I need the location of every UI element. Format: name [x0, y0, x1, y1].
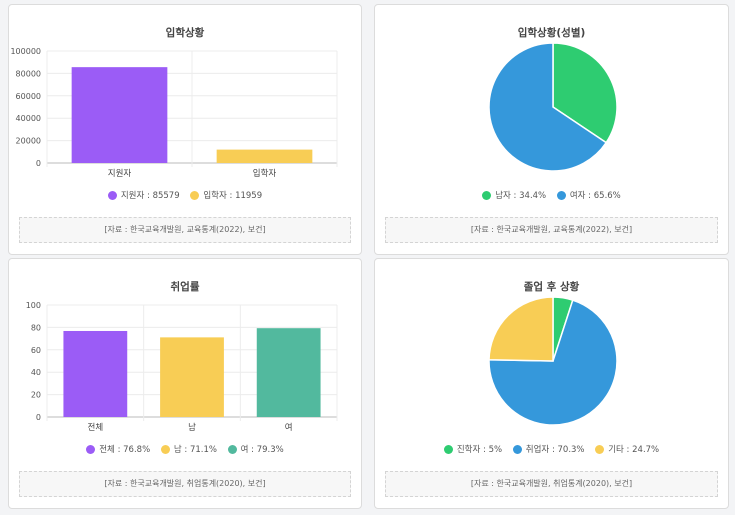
y-tick-label: 100000 — [10, 47, 41, 56]
chart-title: 취업률 — [170, 281, 200, 293]
x-tick-label: 여 — [285, 422, 293, 433]
chart-card-admission: 입학상황 0 20000 40000 60000 80000 100000 지원자 입학자 지… — [8, 4, 362, 255]
legend-item-employed[interactable]: 취업자 : 70.3% — [512, 443, 585, 455]
legend-swatch — [556, 190, 566, 200]
source-note: [자료 : 한국교육개발원, 취업통계(2020), 보건] — [19, 471, 351, 497]
bar-0[interactable] — [63, 330, 128, 417]
source-note: [자료 : 한국교육개발원, 취업통계(2020), 보건] — [385, 471, 718, 497]
pie-chart-after-graduation — [488, 296, 618, 426]
legend: 지원자 : 85579 입학자 : 11959 — [9, 189, 361, 201]
bar-0[interactable] — [71, 67, 168, 163]
chart-card-employment: 취업률 0 20 40 60 80 100 전체 남 여 전체 : 76.8% 남 : 71.1… — [8, 258, 362, 509]
pie-slice-0[interactable] — [552, 42, 618, 144]
x-tick-label: 남 — [188, 423, 196, 433]
bar-chart-admission: 0 20000 40000 60000 80000 100000 지원자 입학자 — [10, 47, 338, 179]
y-tick-label: 0 — [36, 159, 41, 168]
y-tick-label: 80000 — [16, 69, 41, 78]
legend-swatch — [160, 444, 170, 454]
legend-item-further-study[interactable]: 진학자 : 5% — [443, 443, 502, 455]
legend-item-applicants[interactable]: 지원자 : 85579 — [107, 189, 180, 201]
legend-swatch — [227, 444, 237, 454]
pie-slice-1[interactable] — [488, 42, 608, 172]
legend-swatch — [512, 444, 522, 454]
legend: 남자 : 34.4% 여자 : 65.6% — [375, 189, 728, 201]
legend-swatch — [482, 190, 492, 200]
chart-title: 입학상황 — [165, 27, 205, 39]
legend-item-admitted[interactable]: 입학자 : 11959 — [190, 189, 262, 201]
x-tick-label: 지원자 — [108, 169, 132, 179]
y-tick-label: 20 — [31, 391, 41, 400]
chart-title: 졸업 후 상황 — [523, 281, 580, 293]
legend-swatch — [190, 190, 200, 200]
legend-item-other[interactable]: 기타 : 24.7% — [595, 443, 659, 455]
legend-swatch — [86, 444, 96, 454]
bar-1[interactable] — [216, 149, 313, 163]
legend: 진학자 : 5% 취업자 : 70.3% 기타 : 24.7% — [375, 443, 728, 455]
y-tick-label: 0 — [36, 413, 41, 422]
legend-swatch — [443, 444, 453, 454]
chart-title: 입학상황(성별) — [517, 27, 586, 39]
source-note: [자료 : 한국교육개발원, 교육통계(2022), 보건] — [19, 217, 351, 243]
legend: 전체 : 76.8% 남 : 71.1% 여 : 79.3% — [9, 443, 361, 455]
legend-item-female[interactable]: 여자 : 65.6% — [556, 189, 621, 201]
legend-item-male[interactable]: 남 : 71.1% — [160, 443, 217, 455]
chart-card-after-graduation: 졸업 후 상황 진학자 : 5% 취업자 : 70.3% 기타 : 24.7% … — [374, 258, 729, 509]
y-tick-label: 40000 — [16, 114, 41, 123]
bar-1[interactable] — [160, 337, 224, 417]
x-tick-label: 입학자 — [253, 168, 277, 179]
pie-slice-2[interactable] — [488, 296, 554, 362]
source-note: [자료 : 한국교육개발원, 교육통계(2022), 보건] — [385, 217, 718, 243]
x-tick-label: 전체 — [88, 422, 104, 433]
legend-item-male[interactable]: 남자 : 34.4% — [482, 189, 546, 201]
y-tick-label: 60 — [31, 346, 41, 355]
y-tick-label: 60000 — [16, 92, 41, 101]
pie-chart-gender — [488, 42, 618, 172]
y-tick-label: 80 — [31, 323, 41, 332]
y-tick-label: 100 — [26, 301, 41, 310]
legend-swatch — [107, 190, 117, 200]
legend-item-total[interactable]: 전체 : 76.8% — [86, 443, 150, 455]
legend-item-female[interactable]: 여 : 79.3% — [227, 443, 284, 455]
chart-card-admission-gender: 입학상황(성별) 남자 : 34.4% 여자 : 65.6% [자료 : 한국교… — [374, 4, 729, 255]
pie-slice-1[interactable] — [488, 299, 618, 426]
y-tick-label: 20000 — [16, 137, 41, 146]
bar-chart-employment: 0 20 40 60 80 100 전체 남 여 — [26, 301, 338, 433]
legend-swatch — [595, 444, 605, 454]
y-tick-label: 40 — [31, 368, 41, 377]
bar-2[interactable] — [256, 328, 321, 417]
